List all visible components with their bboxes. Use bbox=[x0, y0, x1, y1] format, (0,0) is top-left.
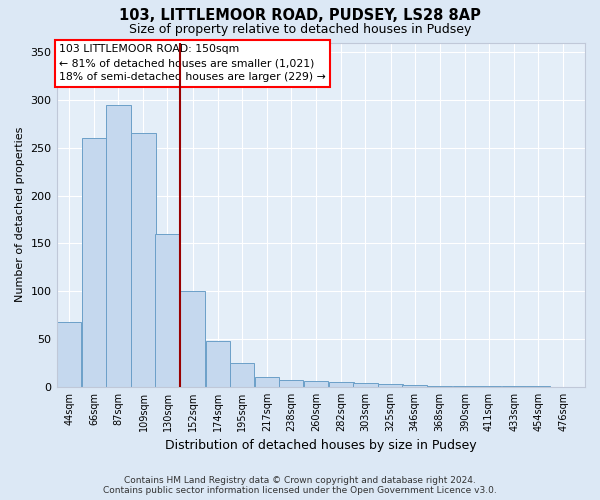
Bar bbox=[526, 386, 550, 387]
Text: 103 LITTLEMOOR ROAD: 150sqm
← 81% of detached houses are smaller (1,021)
18% of : 103 LITTLEMOOR ROAD: 150sqm ← 81% of det… bbox=[59, 44, 326, 82]
Bar bbox=[304, 381, 328, 387]
Bar bbox=[452, 386, 477, 387]
Bar bbox=[106, 104, 131, 387]
Text: Size of property relative to detached houses in Pudsey: Size of property relative to detached ho… bbox=[129, 22, 471, 36]
Bar bbox=[155, 234, 180, 387]
X-axis label: Distribution of detached houses by size in Pudsey: Distribution of detached houses by size … bbox=[165, 440, 476, 452]
Bar bbox=[329, 382, 353, 387]
Bar bbox=[57, 322, 82, 387]
Text: Contains HM Land Registry data © Crown copyright and database right 2024.: Contains HM Land Registry data © Crown c… bbox=[124, 476, 476, 485]
Text: Contains public sector information licensed under the Open Government Licence v3: Contains public sector information licen… bbox=[103, 486, 497, 495]
Bar bbox=[279, 380, 304, 387]
Y-axis label: Number of detached properties: Number of detached properties bbox=[15, 127, 25, 302]
Bar bbox=[181, 292, 205, 387]
Bar bbox=[206, 341, 230, 387]
Bar bbox=[255, 378, 280, 387]
Bar bbox=[502, 386, 526, 387]
Text: 103, LITTLEMOOR ROAD, PUDSEY, LS28 8AP: 103, LITTLEMOOR ROAD, PUDSEY, LS28 8AP bbox=[119, 8, 481, 22]
Bar bbox=[82, 138, 107, 387]
Bar bbox=[402, 385, 427, 387]
Bar bbox=[230, 363, 254, 387]
Bar bbox=[131, 134, 156, 387]
Bar bbox=[427, 386, 452, 387]
Bar bbox=[476, 386, 501, 387]
Bar bbox=[378, 384, 403, 387]
Bar bbox=[353, 383, 377, 387]
